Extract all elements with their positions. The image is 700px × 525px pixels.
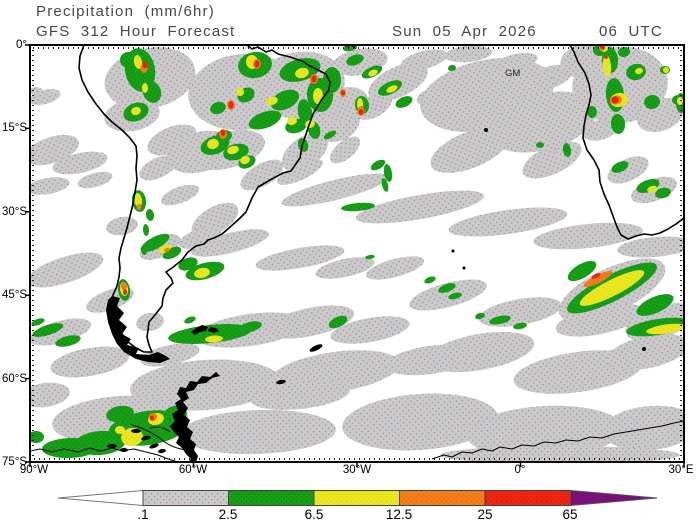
valid-time: 06 UTC: [599, 23, 663, 40]
legend-tick-label: .1: [137, 507, 149, 522]
greenwich-meridian-label: GM: [505, 68, 520, 79]
coastline-antarctica-west: [30, 447, 179, 462]
coastlines: [30, 45, 684, 462]
legend-colorbar: [57, 489, 658, 507]
lon-tick-label: 30°W: [342, 464, 372, 476]
map-title: Precipitation (mm/6hr): [36, 3, 215, 20]
lon-tick-label: 30°E: [668, 464, 694, 476]
lon-tick-label: 0°: [514, 464, 526, 476]
lat-tick-label: 30°S: [1, 206, 27, 218]
legend-segment-extreme: [484, 490, 571, 506]
antarctic-peninsula: [170, 372, 220, 462]
lat-tick-label: 0°: [16, 39, 27, 51]
legend-segment-trace: [57, 489, 144, 507]
legend-segment-max: [570, 489, 658, 507]
islands: [107, 128, 646, 454]
legend-segment-light: [142, 490, 229, 506]
valid-date: Sun 05 Apr 2026: [392, 23, 537, 40]
legend-segment-moderate: [228, 490, 315, 506]
legend-segment-heavy: [313, 490, 400, 506]
coastline-antarctica-east: [431, 420, 684, 460]
legend-tick-label: 6.5: [304, 507, 324, 522]
axis-ticks: [25, 44, 685, 467]
lat-tick-label: 15°S: [1, 122, 27, 134]
lat-tick-label: 60°S: [1, 373, 27, 385]
lon-tick-label: 90°W: [19, 464, 49, 476]
lat-tick-label: 45°S: [1, 289, 27, 301]
map-subtitle: GFS 312 Hour Forecast: [36, 23, 236, 40]
legend-tick-label: 65: [562, 507, 578, 522]
precip-extreme-layer: [123, 45, 619, 421]
patagonia-andes-ridge: [106, 296, 170, 363]
precip-intense-layer: [121, 45, 622, 421]
coastline-south-america: [78, 45, 331, 353]
lon-tick-label: 60°W: [178, 464, 208, 476]
lat-tick-label: 75°S: [1, 456, 27, 468]
peninsula-shelf-outline-2: [149, 426, 171, 433]
legend-tick-label: 25: [477, 507, 493, 522]
legend-tick-label: 12.5: [385, 507, 413, 522]
map-frame: [25, 44, 685, 467]
peninsula-shelf-outline: [131, 424, 187, 451]
equator-label: EQ: [344, 39, 358, 50]
coastline-africa: [569, 45, 684, 240]
legend-segment-intense: [399, 490, 486, 506]
legend-tick-label: 2.5: [218, 507, 238, 522]
